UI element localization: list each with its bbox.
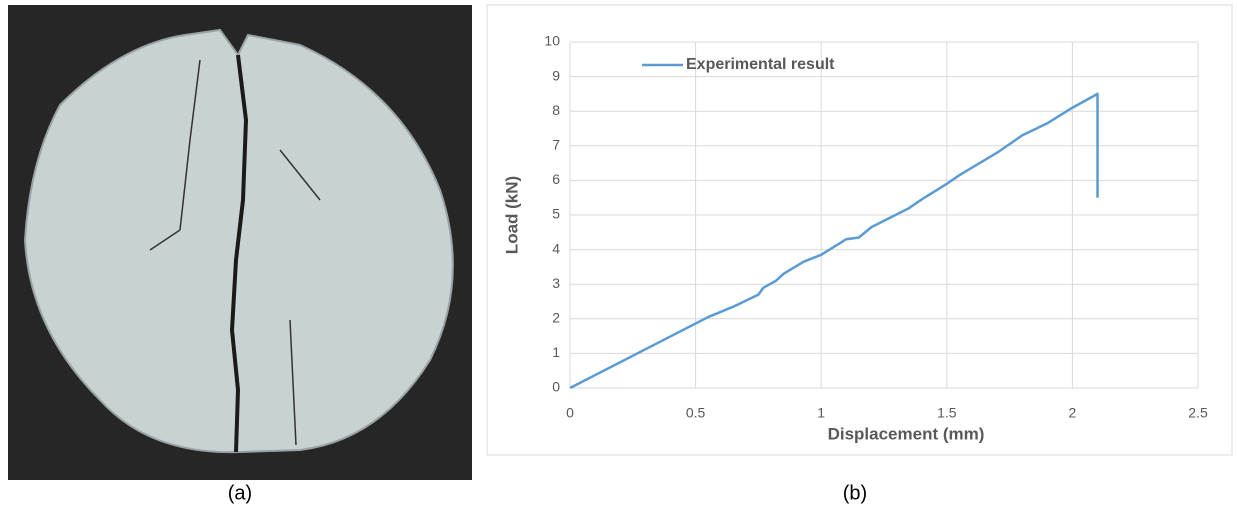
panel-label: (a) (228, 482, 252, 504)
y-tick-label: 9 (552, 67, 560, 83)
x-tick-label: 2.5 (1188, 405, 1208, 421)
y-tick-label: 2 (552, 310, 560, 326)
y-tick-label: 1 (552, 344, 560, 360)
chart-frame (486, 4, 1233, 456)
data-line (569, 92, 1099, 390)
y-tick-label: 10 (544, 33, 560, 49)
y-tick-label: 3 (552, 275, 560, 291)
x-axis-title: Displacement (mm) (828, 424, 985, 443)
specimen-photo (8, 5, 472, 480)
y-tick-label: 7 (552, 137, 560, 153)
x-tick-label: 2 (1069, 405, 1077, 421)
x-tick-label: 1.5 (937, 405, 957, 421)
y-tick-label: 0 (552, 379, 560, 395)
minor-cracks (149, 59, 321, 446)
legend-label: Experimental result (686, 56, 835, 73)
y-tick-label: 5 (552, 206, 560, 222)
y-tick-label: 4 (552, 240, 560, 256)
y-tick-label: 6 (552, 171, 560, 187)
panel-label: (b) (843, 482, 867, 504)
x-tick-label: 0 (566, 405, 574, 421)
x-tick-label: 1 (817, 405, 825, 421)
x-tick-label: 0.5 (686, 405, 706, 421)
y-axis-title: Load (kN) (502, 176, 521, 254)
y-tick-label: 8 (552, 102, 560, 118)
main-crack (229, 54, 249, 453)
